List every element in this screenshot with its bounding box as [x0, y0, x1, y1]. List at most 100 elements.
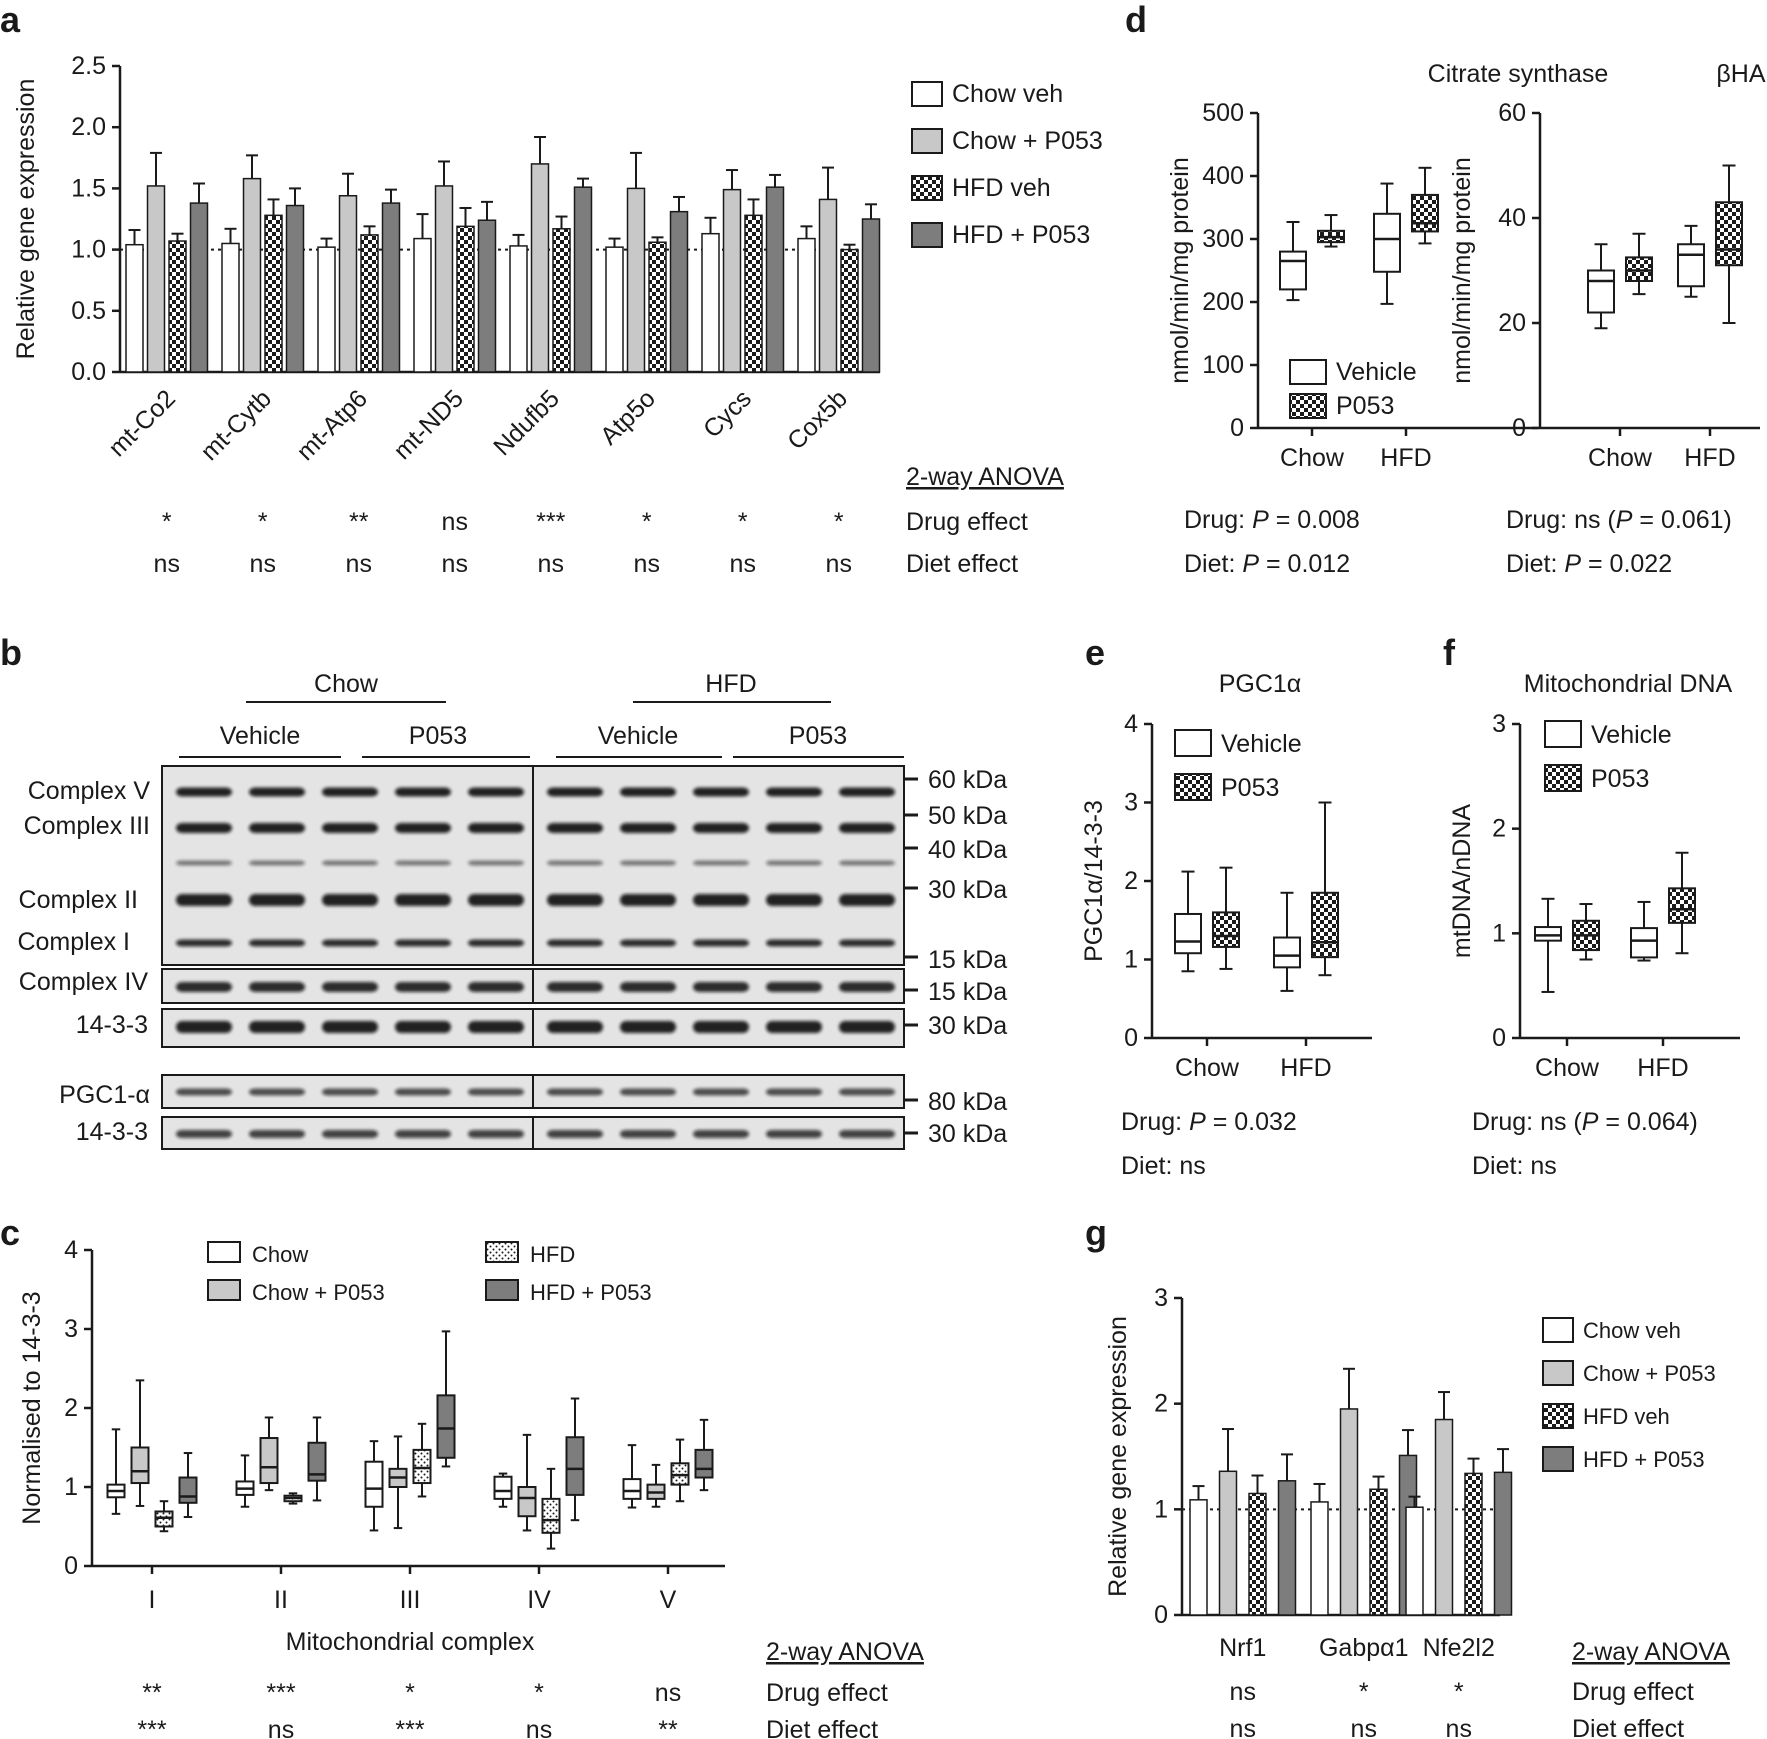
bar-Nrf1-HFD veh — [1248, 1474, 1267, 1616]
bar-Atp5o-HFD veh — [648, 236, 667, 373]
x-tick-label: Nfe2l2 — [1423, 1634, 1495, 1662]
legend-swatch — [1542, 1403, 1574, 1429]
anova-header: 2-way ANOVA — [766, 1638, 924, 1666]
anova-header: 2-way ANOVA — [906, 463, 1064, 491]
blot-band — [468, 894, 524, 906]
blot-band — [468, 939, 524, 947]
x-tick-label: mt-ND5 — [388, 384, 469, 465]
bar — [626, 187, 646, 373]
box-II-HFD — [283, 1492, 303, 1505]
anova-header: 2-way ANOVA — [1572, 1638, 1730, 1666]
blot-band — [693, 1021, 749, 1033]
bar — [264, 214, 283, 373]
stat-diet: Diet: ns — [1121, 1152, 1206, 1180]
bar — [317, 246, 336, 373]
box-body — [1625, 256, 1653, 282]
box-V-Chow — [622, 1444, 642, 1509]
bar-Cycs-Chow + P053 — [722, 169, 742, 373]
box-body — [1273, 936, 1301, 969]
chart-title: Mitochondrial DNA — [1524, 670, 1733, 698]
anova-drug-value: * — [834, 508, 844, 536]
x-tick-label: Atp5o — [595, 384, 661, 450]
anova-drug-value: ns — [1230, 1678, 1256, 1706]
blot-band — [839, 939, 895, 947]
anova-row-label: Diet effect — [766, 1716, 878, 1739]
box-III-HFD + P053 — [436, 1330, 456, 1468]
box-HFD-Vehicle — [1273, 891, 1301, 992]
bar-Gabpα1-Chow veh — [1310, 1482, 1329, 1616]
box-body — [1587, 269, 1615, 314]
blot-band — [547, 939, 603, 947]
blot-band — [620, 860, 676, 866]
panel-a-bar-chart: 0.0 0.5 1.0 1.5 2.0 2.5 Relative gene expressi… — [12, 52, 881, 466]
box-V-HFD + P053 — [694, 1418, 714, 1492]
marker-label: 40 kDa — [928, 836, 1007, 864]
y-tick-label: 1 — [64, 1473, 78, 1501]
panel-e-pgc1a: PGC1α 0 1 2 3 4 PGC1α/14-3-3 Chow HFD Vehicle P053… — [1080, 670, 1372, 1180]
box-IV-HFD + P053 — [565, 1397, 585, 1522]
x-axis-label: Mitochondrial complex — [286, 1628, 535, 1656]
box-body — [1411, 193, 1439, 233]
bar-mt-ND5-HFD + P053 — [477, 200, 497, 373]
blot-band — [547, 1088, 603, 1096]
blot-band — [839, 894, 895, 906]
blot-band — [249, 1130, 305, 1138]
x-tick-label: Ndufb5 — [488, 384, 565, 461]
bar — [861, 218, 881, 373]
anova-diet-value: ns — [1351, 1715, 1377, 1739]
blot-band — [395, 823, 451, 833]
x-tick-label: Chow — [1535, 1054, 1600, 1082]
blot-band — [547, 1130, 603, 1138]
blot-band — [693, 939, 749, 947]
box-body — [1534, 926, 1562, 942]
anova-drug-value: * — [258, 508, 268, 536]
bar-Ndufb5-HFD + P053 — [573, 177, 593, 373]
y-tick-label: 3 — [1154, 1284, 1168, 1312]
box-HFD-P053 — [1311, 801, 1339, 977]
bar — [648, 241, 667, 373]
x-tick-label: Gabpα1 — [1319, 1634, 1409, 1662]
bar-Nfe2l2-Chow veh — [1405, 1495, 1424, 1616]
legend-swatch — [1289, 359, 1327, 385]
blot-band — [620, 982, 676, 992]
y-tick-label: 1.0 — [71, 236, 106, 264]
legend-label: HFD — [530, 1242, 575, 1267]
svg-text:f: f — [1443, 632, 1456, 673]
bar — [221, 242, 240, 373]
box-body — [1715, 201, 1743, 267]
anova-diet-value: ns — [1230, 1715, 1256, 1739]
y-tick-label: 1 — [1492, 919, 1506, 947]
anova-drug-value: * — [738, 508, 748, 536]
blot-band — [839, 982, 895, 992]
bar — [1277, 1480, 1297, 1616]
legend-label: Chow + P053 — [252, 1280, 385, 1305]
box-III-HFD — [412, 1422, 432, 1498]
blot-band — [249, 1021, 305, 1033]
blot-band — [249, 823, 305, 833]
blot-band — [839, 787, 895, 797]
bar — [146, 185, 166, 373]
blot-band — [693, 787, 749, 797]
blot-band — [693, 894, 749, 906]
bar-Cox5b-Chow + P053 — [818, 166, 838, 373]
box-HFD-Vehicle — [1630, 900, 1658, 962]
legend-swatch — [485, 1279, 519, 1301]
anova-row-label: Drug effect — [766, 1679, 888, 1707]
anova-drug-value: * — [1359, 1678, 1369, 1706]
blot-band — [395, 982, 451, 992]
anova-row-label: Drug effect — [906, 508, 1028, 536]
bar-Cycs-HFD + P053 — [765, 173, 785, 373]
svg-text:d: d — [1125, 0, 1147, 40]
anova-diet-value: ** — [658, 1716, 678, 1739]
bar — [168, 240, 187, 373]
bar — [189, 202, 209, 373]
anova-drug-value: ** — [349, 508, 369, 536]
blot-complex-iv — [161, 968, 905, 1004]
blot-band — [839, 1088, 895, 1096]
x-tick-label: III — [400, 1586, 421, 1614]
blot-band — [395, 1130, 451, 1138]
marker-label: 80 kDa — [928, 1088, 1007, 1116]
bar — [285, 204, 305, 373]
bar — [1339, 1408, 1359, 1616]
svg-text:g: g — [1085, 1212, 1107, 1253]
